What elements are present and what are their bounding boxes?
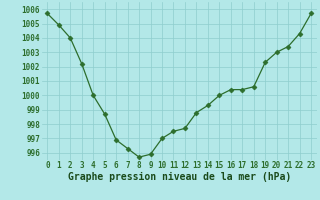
X-axis label: Graphe pression niveau de la mer (hPa): Graphe pression niveau de la mer (hPa) <box>68 172 291 182</box>
